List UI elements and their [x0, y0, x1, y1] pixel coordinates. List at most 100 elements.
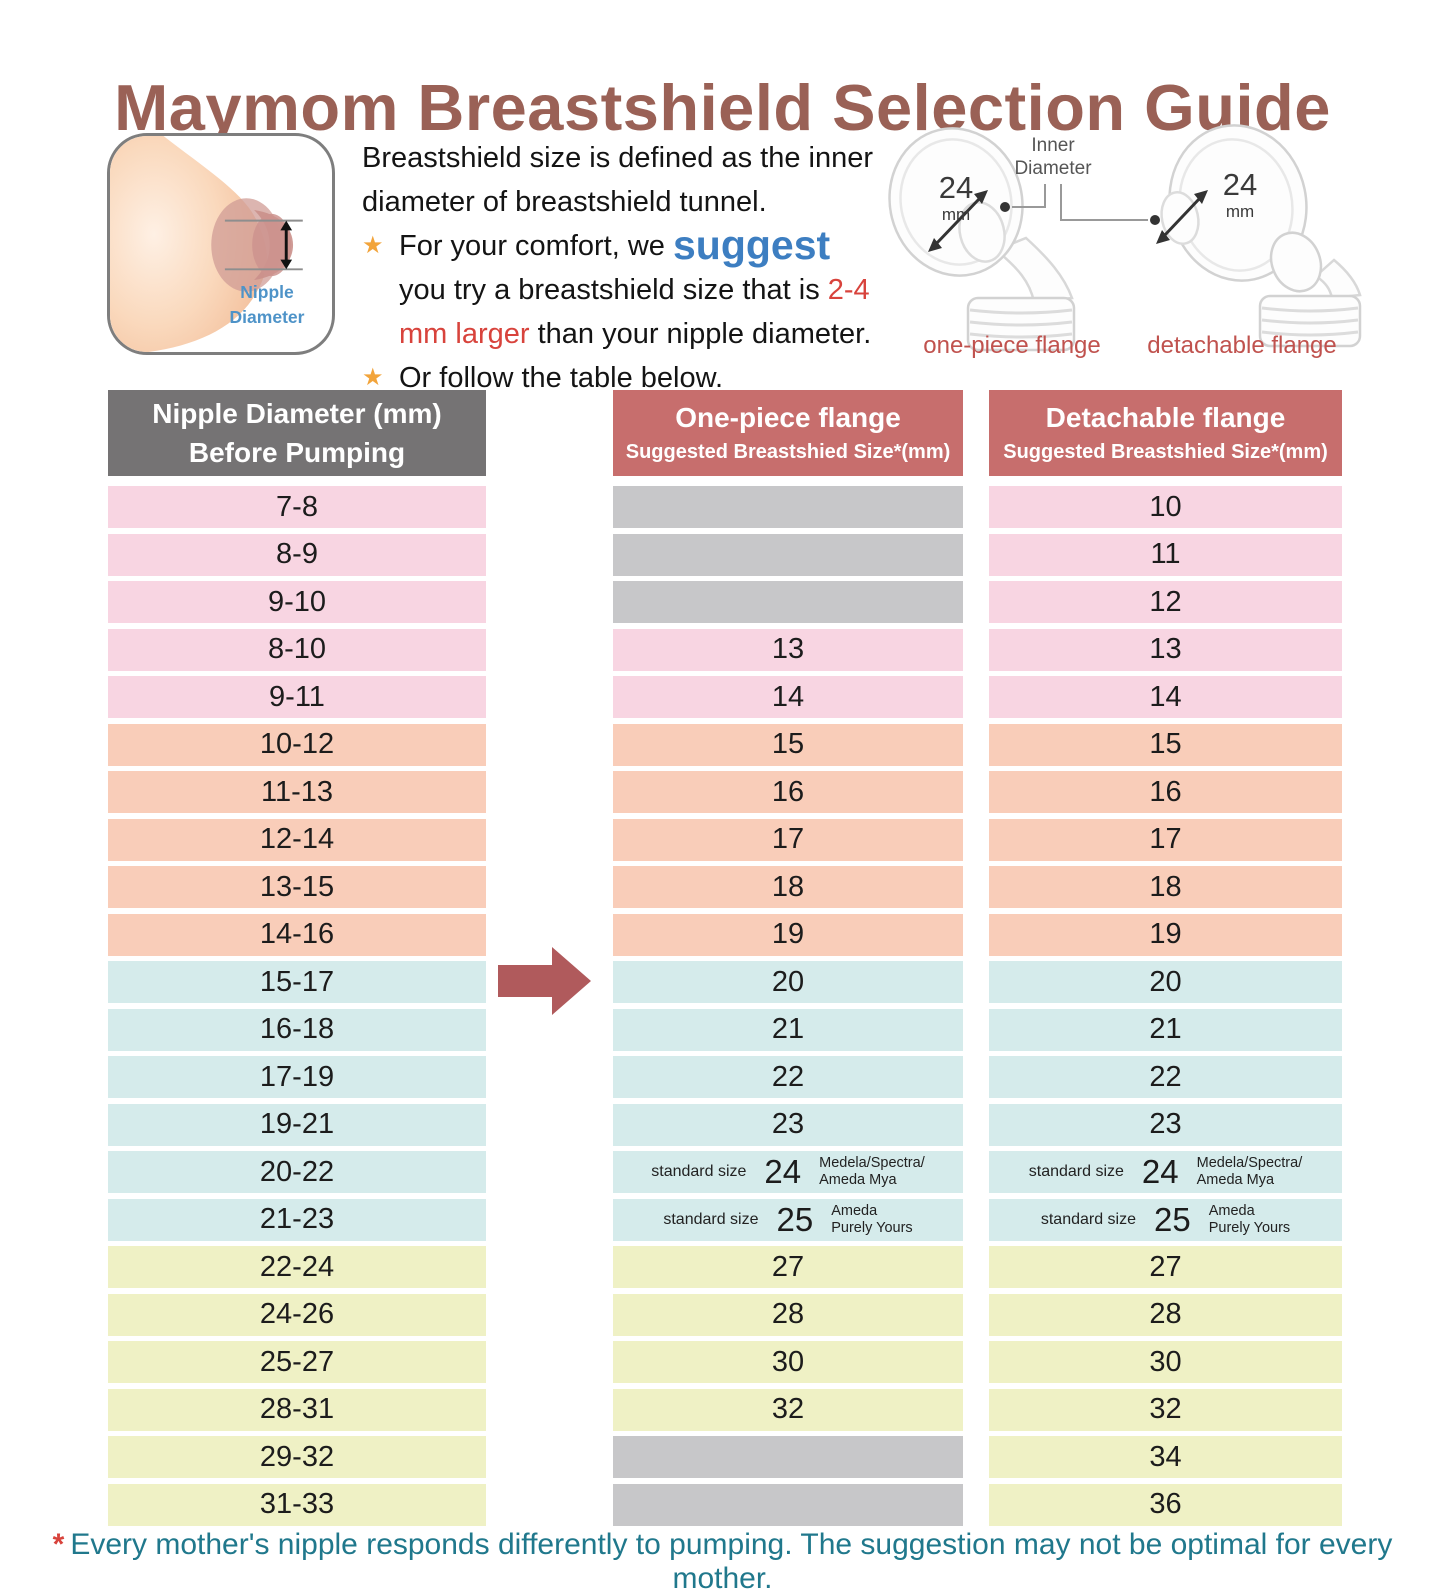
- size-value: 24: [764, 1153, 802, 1190]
- standard-size-label: standard size: [663, 1210, 759, 1228]
- nipple-range-cell: 11-13: [108, 771, 486, 813]
- empty-size-cell: [613, 581, 963, 623]
- intro-sentence: Breastshield size is defined as the inne…: [362, 142, 874, 218]
- breast-diagram: Nipple Diameter: [107, 133, 335, 355]
- size-cell: 30: [613, 1341, 963, 1383]
- bullet2-text: Or follow the table below.: [399, 362, 724, 394]
- size-cell: 27: [989, 1246, 1342, 1288]
- page-title: Maymom Breastshield Selection Guide: [114, 70, 1331, 144]
- size-cell: 36: [989, 1483, 1342, 1526]
- size-cell: 20: [613, 961, 963, 1003]
- star-icon: ★: [362, 364, 384, 391]
- diameter-arrowhead-bottom: [280, 259, 293, 270]
- size-cell: 13: [989, 628, 1342, 671]
- header-line: Before Pumping: [188, 436, 406, 468]
- nipple-column: 7-8 8-9 9-10 8-10 9-11 10-12 11-13 12-14 13-15 14…: [108, 486, 486, 1526]
- nipple-range-cell: 28-31: [108, 1388, 486, 1431]
- size-cell: 30: [989, 1341, 1342, 1383]
- size-value: 25: [776, 1200, 814, 1238]
- intro-bullet-2: ★ Or follow the table below.: [362, 356, 882, 400]
- one-piece-size-unit: mm: [942, 205, 970, 224]
- size-cell: 23: [613, 1103, 963, 1146]
- bullet1-post: than your nipple diameter.: [529, 318, 872, 350]
- empty-size-cell: [613, 1436, 963, 1478]
- size-cell: 34: [989, 1436, 1342, 1478]
- detachable-column: 10 11 12 13 14 15 16 17 18 19 20 21 22 23 standard siz…: [989, 486, 1342, 1526]
- nipple-range-cell: 10-12: [108, 723, 486, 766]
- size-cell: 16: [613, 771, 963, 813]
- suggest-highlight: suggest: [672, 222, 831, 268]
- nipple-range-cell: 13-15: [108, 866, 486, 908]
- header-line: One-piece flange: [675, 402, 901, 433]
- size-cell: 17: [613, 818, 963, 861]
- nipple-range-cell: 22-24: [108, 1246, 486, 1288]
- standard-size-label: standard size: [1040, 1210, 1137, 1228]
- nipple-range-cell: 20-22: [108, 1151, 486, 1193]
- nipple-range-cell: 24-26: [108, 1293, 486, 1336]
- standard-size-cell: standard size 24 Medela/Spectra/ Ameda Mya: [989, 1151, 1342, 1193]
- size-value: 24: [1141, 1153, 1179, 1190]
- size-cell: 15: [613, 723, 963, 766]
- size-cell: 21: [989, 1008, 1342, 1051]
- size-cell: 15: [989, 723, 1342, 766]
- size-cell: 28: [989, 1293, 1342, 1336]
- size-cell: 10: [989, 486, 1342, 528]
- header-line: Nipple Diameter (mm): [152, 397, 442, 429]
- flange-illustrations: 24 mm 24 mm Inner Diameter one-piece fla…: [868, 110, 1445, 368]
- nipple-range-cell: 8-10: [108, 628, 486, 671]
- size-cell: 32: [613, 1388, 963, 1431]
- nipple-diameter-label: Nipple Diameter: [229, 282, 305, 327]
- size-cell: 14: [989, 676, 1342, 718]
- header-line: Suggested Breastshied Size*(mm): [1003, 441, 1328, 463]
- row-pointer-arrow: [498, 947, 591, 1015]
- detachable-size-unit: mm: [1226, 202, 1254, 221]
- size-cell: 18: [989, 866, 1342, 908]
- detachable-flange-caption: detachable flange: [1147, 332, 1337, 359]
- empty-size-cell: [613, 1483, 963, 1526]
- star-icon: ★: [362, 232, 384, 259]
- size-cell: 13: [613, 628, 963, 671]
- empty-size-cell: [613, 533, 963, 576]
- header-nipple-diameter: Nipple Diameter (mm) Before Pumping: [108, 390, 486, 476]
- brand-names: Medela/Spectra/ Ameda Mya: [1196, 1155, 1303, 1188]
- nipple-range-cell: 31-33: [108, 1483, 486, 1526]
- size-range-highlight: 2-4 mm larger: [399, 274, 870, 350]
- size-cell: 22: [613, 1056, 963, 1098]
- nipple-range-cell: 25-27: [108, 1341, 486, 1383]
- nipple-range-cell: 9-11: [108, 676, 486, 718]
- intro-text: Breastshield size is defined as the inne…: [362, 136, 882, 400]
- one-piece-flange-caption: one-piece flange: [923, 332, 1101, 359]
- one-piece-size-value: 24: [939, 170, 973, 205]
- header-detachable: Detachable flange Suggested Breastshied …: [989, 390, 1342, 476]
- nipple-range-cell: 15-17: [108, 961, 486, 1003]
- size-cell: 12: [989, 581, 1342, 623]
- size-value: 25: [1154, 1200, 1191, 1238]
- nipple-range-cell: 12-14: [108, 818, 486, 861]
- empty-size-cell: [613, 486, 963, 528]
- nipple-range-cell: 19-21: [108, 1103, 486, 1146]
- nipple-range-cell: 7-8: [108, 486, 486, 528]
- bullet1-pre: For your comfort, we: [399, 230, 673, 262]
- one-piece-flange-illustration: [888, 127, 1076, 352]
- size-cell: 21: [613, 1008, 963, 1051]
- size-cell: 14: [613, 676, 963, 718]
- standard-size-cell: standard size 25 Ameda Purely Yours: [613, 1198, 963, 1241]
- inner-diameter-arrows: [928, 190, 1208, 252]
- diameter-arrowhead-top: [280, 220, 293, 231]
- size-cell: 11: [989, 533, 1342, 576]
- size-cell: 20: [989, 961, 1342, 1003]
- detachable-size-value: 24: [1223, 167, 1257, 202]
- size-cell: 28: [613, 1293, 963, 1336]
- brand-names: Ameda Purely Yours: [831, 1202, 913, 1236]
- standard-size-label: standard size: [1028, 1163, 1124, 1180]
- header-line: Suggested Breastshied Size*(mm): [625, 441, 951, 463]
- size-cell: 32: [989, 1388, 1342, 1431]
- breast-illustration: [110, 136, 303, 352]
- size-cell: 16: [989, 771, 1342, 813]
- inner-diameter-label: Inner Diameter: [1014, 135, 1092, 179]
- standard-size-label: standard size: [651, 1163, 747, 1180]
- size-cell: 22: [989, 1056, 1342, 1098]
- nipple-range-cell: 21-23: [108, 1198, 486, 1241]
- size-cell: 18: [613, 866, 963, 908]
- footer-note: * Every mother's nipple responds differen…: [0, 1528, 1445, 1596]
